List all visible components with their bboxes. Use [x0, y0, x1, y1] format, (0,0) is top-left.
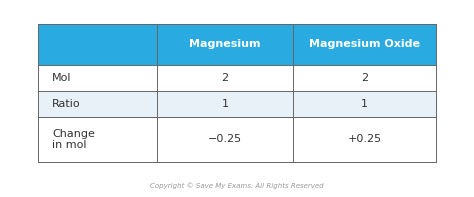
Text: −0.25: −0.25: [208, 135, 242, 144]
Bar: [293, 91, 436, 117]
Text: 1: 1: [361, 99, 368, 109]
Bar: [293, 24, 436, 65]
Bar: [38, 117, 157, 162]
Bar: [157, 117, 293, 162]
Text: Copyright © Save My Exams. All Rights Reserved: Copyright © Save My Exams. All Rights Re…: [150, 182, 324, 189]
Text: Magnesium Oxide: Magnesium Oxide: [309, 39, 420, 49]
Bar: [293, 117, 436, 162]
Bar: [38, 91, 157, 117]
Bar: [157, 24, 293, 65]
Bar: [157, 65, 293, 91]
Text: Magnesium: Magnesium: [189, 39, 261, 49]
Text: 1: 1: [221, 99, 228, 109]
Text: 2: 2: [221, 73, 228, 83]
Text: Mol: Mol: [52, 73, 72, 83]
Bar: [157, 91, 293, 117]
Bar: [293, 65, 436, 91]
Bar: [38, 24, 157, 65]
Text: Change
in mol: Change in mol: [52, 129, 95, 150]
Bar: [38, 65, 157, 91]
Text: 2: 2: [361, 73, 368, 83]
Text: +0.25: +0.25: [347, 135, 382, 144]
Text: Ratio: Ratio: [52, 99, 81, 109]
